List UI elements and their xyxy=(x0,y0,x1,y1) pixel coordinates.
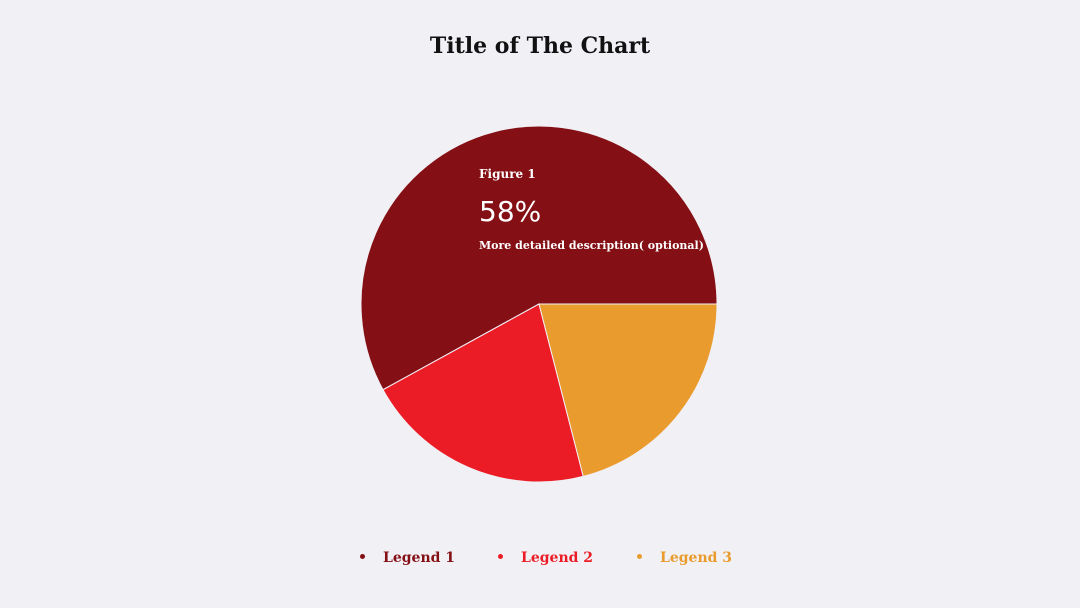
legend-label-3: Legend 3 xyxy=(660,550,733,566)
legend-item-1: Legend 1 xyxy=(360,546,455,570)
annotation-label: Figure 1 xyxy=(479,167,536,181)
legend-marker-3 xyxy=(637,553,642,559)
legend-marker-2 xyxy=(498,553,503,559)
pie-slice-3 xyxy=(538,303,718,478)
pie-slice-1 xyxy=(360,125,718,391)
chart-title: Title of The Chart xyxy=(429,33,651,59)
annotation-value: 58% xyxy=(479,195,542,228)
legend: Legend 1 Legend 2 Legend 3 xyxy=(0,546,1080,570)
legend-marker-1 xyxy=(360,553,365,559)
legend-label-1: Legend 1 xyxy=(383,550,456,566)
annotation-description: More detailed description( optional) xyxy=(479,239,704,252)
pie-slices xyxy=(360,125,718,483)
slice-annotation: Figure 1 58% More detailed description( … xyxy=(479,166,704,254)
legend-item-2: Legend 2 xyxy=(498,546,593,570)
legend-label-2: Legend 2 xyxy=(521,550,594,566)
pie-slice-2 xyxy=(382,303,584,483)
legend-item-3: Legend 3 xyxy=(637,546,732,570)
